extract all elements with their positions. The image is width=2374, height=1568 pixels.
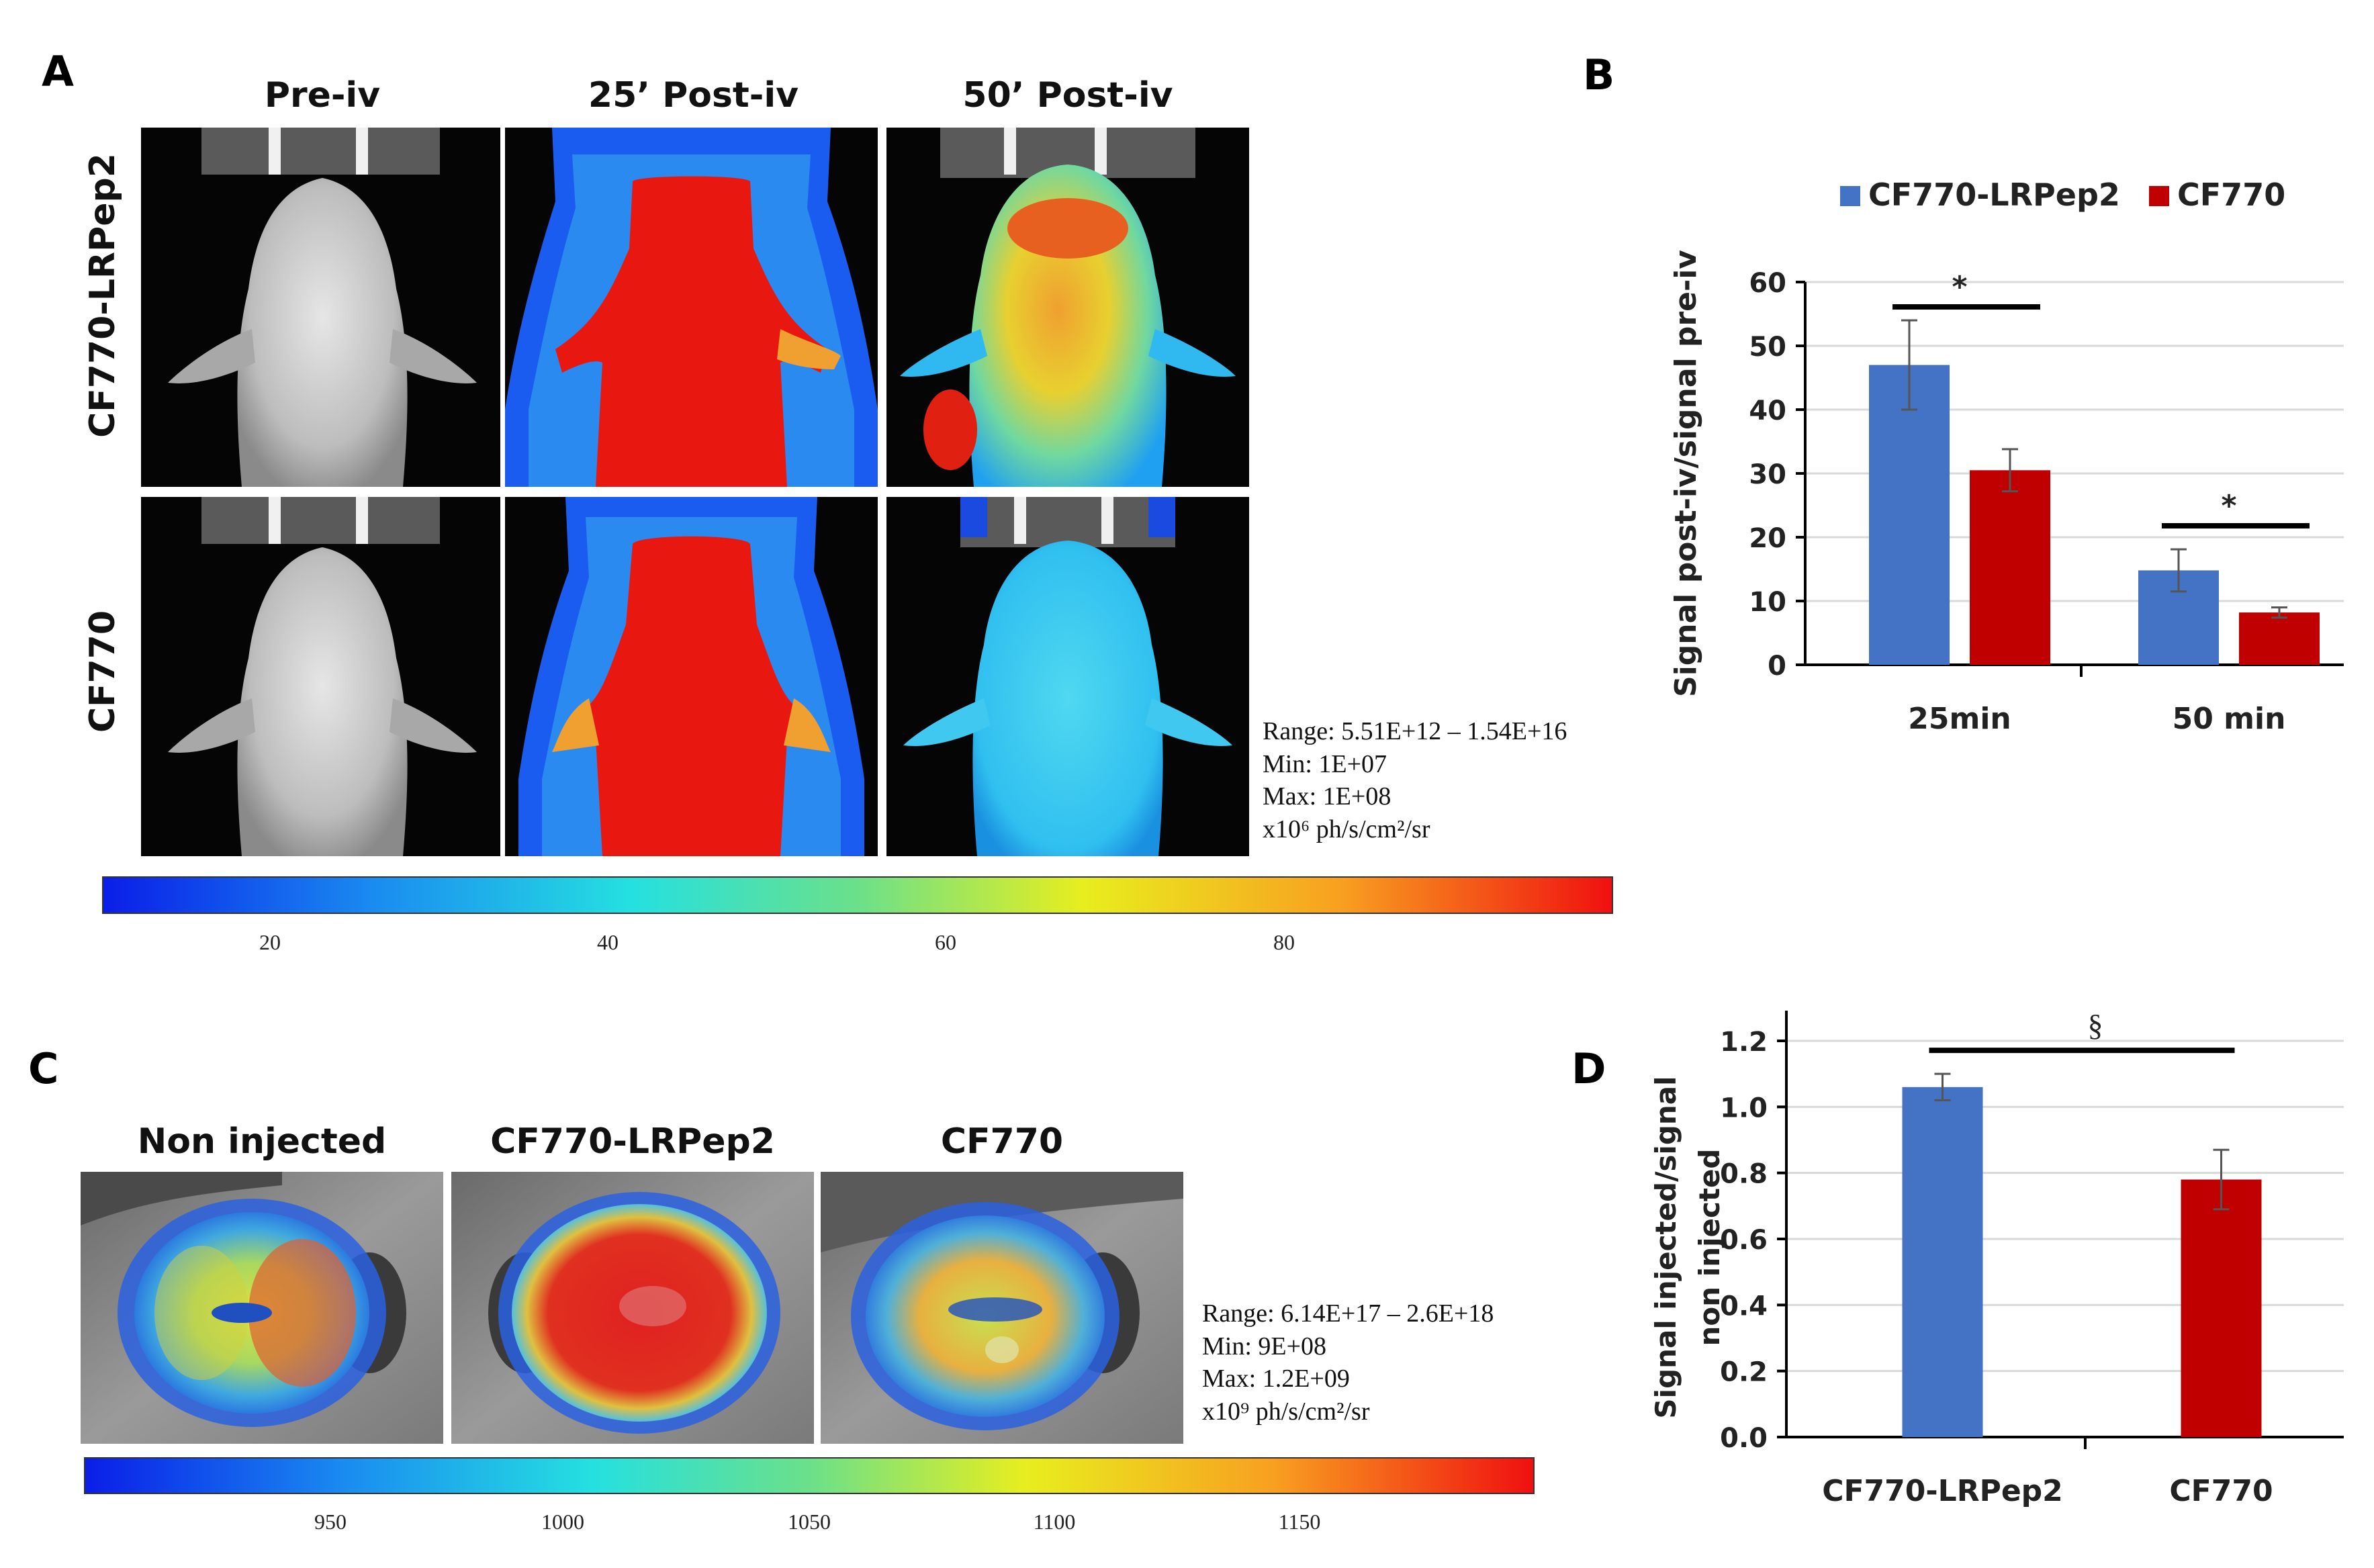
bar-d-1	[2181, 1179, 2262, 1437]
column-title-cf770: CF770	[940, 1121, 1064, 1162]
y-tick-label-b-60: 60	[1749, 268, 1786, 299]
colorbar-c-tick-1150: 1150	[1278, 1510, 1321, 1534]
y-tick-label-d-0.0: 0.0	[1720, 1423, 1768, 1454]
brain-image-cf770	[821, 1172, 1183, 1444]
mouse-image-cf770-50-post-iv	[886, 497, 1249, 856]
range-line-c-2: Min: 9E+08	[1202, 1332, 1327, 1361]
y-tick-label-d-0.6: 0.6	[1720, 1225, 1768, 1256]
x-tick-label-b-0: 25min	[1908, 702, 2011, 736]
y-tick-label-b-10: 10	[1749, 587, 1786, 618]
bar-d-0	[1902, 1087, 1983, 1437]
colorbar-c-tick-1100: 1100	[1033, 1510, 1076, 1534]
y-axis-label-d-0: Signal injected/signal	[1649, 1076, 1682, 1418]
range-legend-c: Range: 6.14E+17 – 2.6E+18 Min: 9E+08 Max…	[1202, 1297, 1494, 1428]
colorbar-a	[102, 876, 1613, 914]
range-line-c-3: Max: 1.2E+09	[1202, 1365, 1350, 1393]
range-line-a-4: x10⁶ ph/s/cm²/sr	[1263, 815, 1430, 843]
significance-marker-d: §	[2088, 1008, 2103, 1042]
colorbar-a-tick-40: 40	[597, 930, 619, 954]
brain-image-cf770-lrpep2	[451, 1172, 814, 1444]
panel-letter-b: B	[1583, 50, 1615, 99]
y-tick-label-b-50: 50	[1749, 332, 1786, 363]
column-title-25-post-iv: 25’ Post-iv	[588, 75, 799, 116]
mouse-image-cf770-25-post-iv	[505, 497, 878, 856]
y-tick-label-d-1.0: 1.0	[1720, 1093, 1768, 1123]
y-tick-label-b-20: 20	[1749, 523, 1786, 554]
significance-marker-b-0: *	[1952, 270, 1967, 304]
significance-marker-b-1: *	[2221, 489, 2236, 523]
legend-label-b-1: CF770	[2177, 177, 2285, 213]
column-title-50-post-iv: 50’ Post-iv	[962, 75, 1173, 116]
row-title-cf770: CF770	[83, 610, 123, 733]
legend-swatch-b-0	[1840, 186, 1860, 206]
y-tick-label-d-0.4: 0.4	[1720, 1291, 1768, 1322]
panel-letter-d: D	[1571, 1044, 1606, 1093]
mouse-image-lrpep2-25-post-iv	[505, 128, 878, 487]
mouse-image-lrpep2-pre-iv	[141, 128, 500, 487]
colorbar-a-tick-60: 60	[935, 930, 956, 954]
colorbar-c-tick-1000: 1000	[541, 1510, 584, 1534]
range-line-a-3: Max: 1E+08	[1263, 782, 1391, 811]
x-tick-label-b-1: 50 min	[2173, 702, 2286, 736]
column-title-non-injected: Non injected	[137, 1121, 387, 1162]
y-tick-label-d-0.2: 0.2	[1720, 1357, 1768, 1388]
y-tick-label-d-1.2: 1.2	[1720, 1027, 1768, 1058]
range-line-a-1: Range: 5.51E+12 – 1.54E+16	[1263, 717, 1567, 745]
y-tick-label-b-40: 40	[1749, 396, 1786, 426]
bar-b-1-0	[2138, 570, 2219, 665]
range-legend-a: Range: 5.51E+12 – 1.54E+16 Min: 1E+07 Ma…	[1263, 715, 1567, 846]
legend-label-b-0: CF770-LRPep2	[1868, 177, 2120, 213]
column-title-cf770-lrpep2: CF770-LRPep2	[490, 1121, 775, 1162]
column-title-pre-iv: Pre-iv	[264, 75, 381, 116]
colorbar-a-tick-20: 20	[259, 930, 281, 954]
panel-letter-a: A	[42, 47, 74, 96]
y-tick-label-d-0.8: 0.8	[1720, 1159, 1768, 1190]
range-line-c-4: x10⁹ ph/s/cm²/sr	[1202, 1397, 1370, 1426]
y-axis-label-b: Signal post-iv/signal pre-iv	[1669, 250, 1703, 697]
x-tick-label-d-0: CF770-LRPep2	[1822, 1474, 2063, 1508]
bar-b-0-0	[1869, 365, 1950, 665]
brain-image-non-injected	[81, 1172, 443, 1444]
mouse-image-lrpep2-50-post-iv	[886, 128, 1249, 487]
x-tick-label-d-1: CF770	[2169, 1474, 2273, 1508]
range-line-c-1: Range: 6.14E+17 – 2.6E+18	[1202, 1299, 1494, 1328]
y-tick-label-b-30: 30	[1749, 459, 1786, 490]
bar-b-1-1	[2239, 612, 2320, 665]
colorbar-a-tick-80: 80	[1273, 930, 1295, 954]
mouse-image-cf770-pre-iv	[141, 497, 500, 856]
colorbar-c	[84, 1457, 1535, 1494]
row-title-cf770-lrpep2: CF770-LRPep2	[83, 153, 123, 438]
panel-letter-c: C	[28, 1044, 59, 1093]
y-tick-label-b-0: 0	[1768, 651, 1786, 682]
range-line-a-2: Min: 1E+07	[1263, 749, 1387, 778]
legend-swatch-b-1	[2149, 186, 2169, 206]
y-axis-label-d-1: non injected	[1693, 1149, 1726, 1346]
colorbar-c-tick-950: 950	[314, 1510, 347, 1534]
bar-b-0-1	[1970, 470, 2050, 665]
colorbar-c-tick-1050: 1050	[788, 1510, 831, 1534]
